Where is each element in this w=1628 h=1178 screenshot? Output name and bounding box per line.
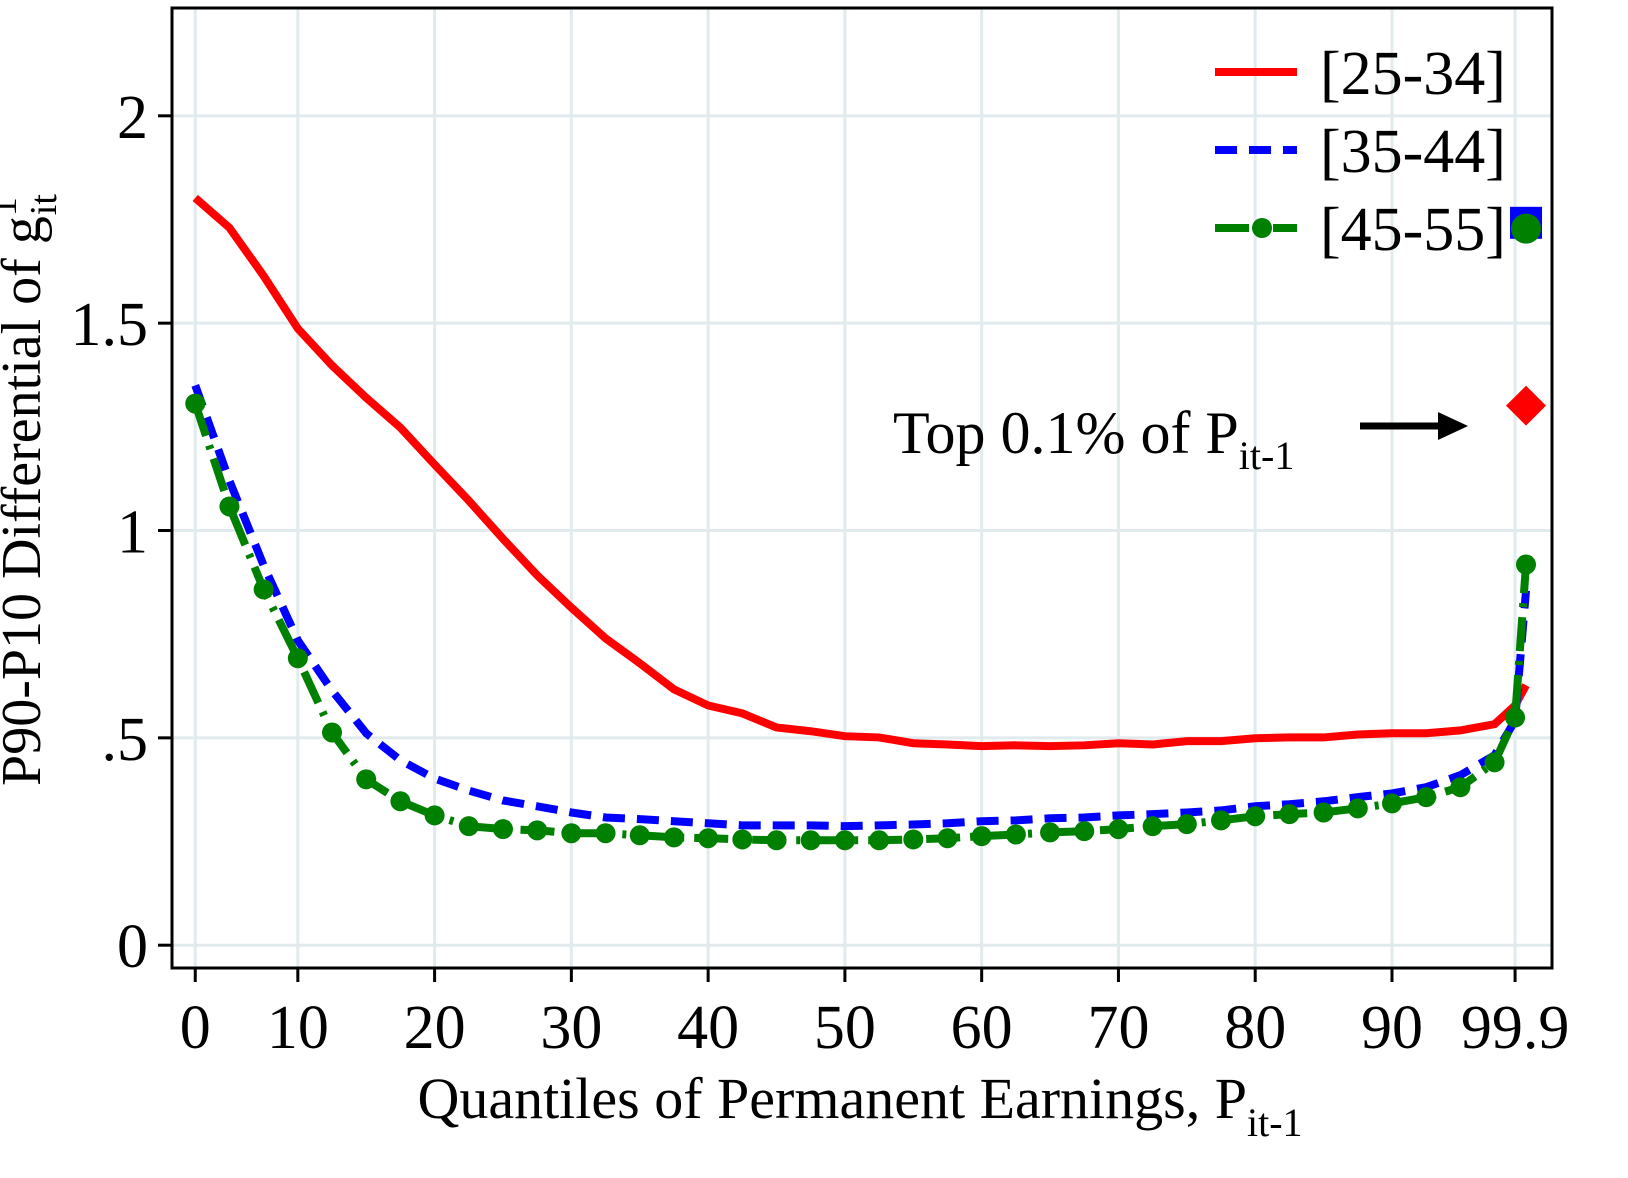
- y-tick-label: 2: [117, 84, 148, 152]
- series-point: [390, 791, 411, 812]
- series-point: [595, 823, 616, 844]
- y-tick-label: 0: [117, 913, 148, 981]
- plot: [185, 194, 1547, 851]
- series-point: [971, 826, 992, 847]
- series-point: [1040, 822, 1061, 843]
- series-point: [253, 579, 274, 600]
- series-point: [561, 823, 582, 844]
- series-line: [191, 384, 1530, 831]
- x-axis-label-text: Quantiles of Permanent Earnings, P: [417, 1066, 1247, 1131]
- x-tick-label: 20: [404, 994, 466, 1062]
- annotation-sub: it-1: [1239, 433, 1295, 478]
- series-point: [1416, 787, 1437, 808]
- series-point: [458, 816, 479, 837]
- y-tick-label: 1: [117, 499, 148, 567]
- x-axis-label: Quantiles of Permanent Earnings, Pit-1: [417, 1066, 1302, 1145]
- series-point: [1505, 707, 1526, 728]
- y-axis-label-text: P90-P10 Differential of g: [0, 216, 53, 786]
- legend-swatch-point: [1252, 218, 1272, 238]
- series-point: [219, 496, 240, 517]
- series-point: [1484, 752, 1505, 773]
- x-tick-label: 0: [180, 994, 211, 1062]
- series-point: [492, 819, 513, 840]
- x-tick-label: 10: [267, 994, 329, 1062]
- series-point: [1142, 816, 1163, 837]
- y-axis-label: P90-P10 Differential of g1it: [0, 194, 65, 786]
- series-point: [1279, 804, 1300, 825]
- series-point: [834, 830, 855, 851]
- series-point: [766, 830, 787, 851]
- legend-label: [35-44]: [1320, 118, 1506, 186]
- series-point: [1245, 806, 1266, 827]
- annotation-text: Top 0.1% of P: [893, 400, 1239, 466]
- series-point: [629, 825, 650, 846]
- series-point: [287, 648, 308, 669]
- series-point: [322, 722, 343, 743]
- series-point: [663, 827, 684, 848]
- series-point: [1313, 802, 1334, 823]
- series-point: [732, 829, 753, 850]
- series-point: [1005, 824, 1026, 845]
- series-point: [1450, 777, 1471, 798]
- annotation-arrow: [1360, 412, 1468, 440]
- y-axis-label-sup: 1: [0, 197, 25, 216]
- legend-label: [25-34]: [1320, 40, 1506, 108]
- series-point: [698, 828, 719, 849]
- series-point: [1074, 821, 1095, 842]
- y-tick-label: 1.5: [71, 291, 149, 359]
- series-point: [1108, 819, 1129, 840]
- x-tick-label: 60: [951, 994, 1013, 1062]
- plot-frame: [170, 6, 1554, 970]
- series-point: [869, 830, 890, 851]
- series-point: [424, 805, 445, 826]
- series-point: [1516, 554, 1537, 575]
- x-tick-label: 80: [1224, 994, 1286, 1062]
- legend-label: [45-55]: [1320, 196, 1506, 264]
- x-axis-label-sub: it-1: [1247, 1100, 1303, 1145]
- series-point: [185, 393, 206, 414]
- x-tick-label: 99.9: [1461, 994, 1570, 1062]
- series-point: [1176, 814, 1197, 835]
- series-point: [1347, 798, 1368, 819]
- series-line: [191, 402, 1530, 845]
- series-point: [356, 769, 377, 790]
- series-point: [1381, 793, 1402, 814]
- series-point: [527, 820, 548, 841]
- top-marker: [1506, 385, 1547, 426]
- y-axis-label-sub: it: [23, 194, 65, 216]
- series-point: [903, 829, 924, 850]
- x-tick-label: 40: [677, 994, 739, 1062]
- series-line: [192, 194, 1530, 751]
- top-marker: [1511, 213, 1542, 244]
- y-tick-label: .5: [102, 706, 149, 774]
- x-tick-label: 70: [1087, 994, 1149, 1062]
- x-tick-label: 30: [540, 994, 602, 1062]
- series-point: [1211, 810, 1232, 831]
- series-point: [937, 828, 958, 849]
- x-tick-label: 90: [1361, 994, 1423, 1062]
- x-tick-label: 50: [814, 994, 876, 1062]
- series-point: [800, 830, 821, 851]
- annotation: Top 0.1% of Pit-1: [893, 400, 1294, 478]
